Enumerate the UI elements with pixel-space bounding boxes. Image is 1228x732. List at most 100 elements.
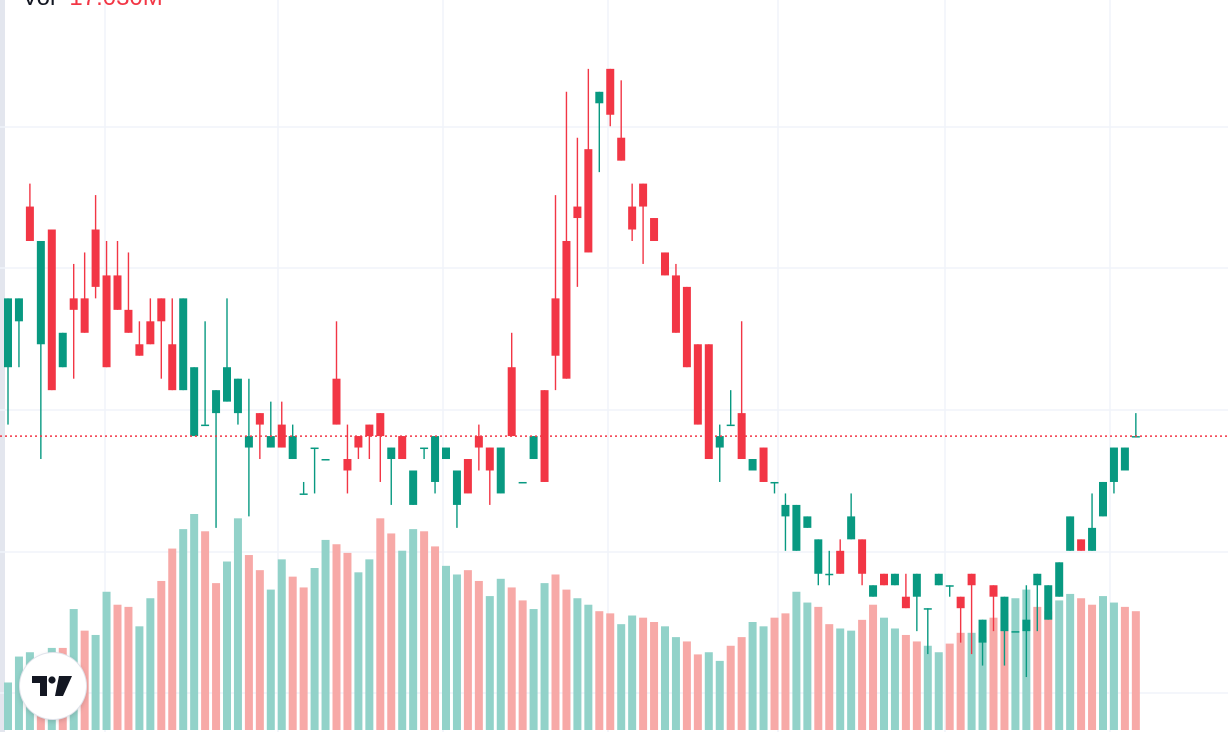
volume-bar	[803, 602, 812, 730]
volume-bar	[617, 624, 626, 730]
volume-bar	[135, 626, 144, 730]
candle-body	[146, 321, 155, 345]
volume-bar	[814, 606, 823, 730]
candle-body	[1099, 481, 1107, 517]
candle-body	[485, 447, 494, 471]
volume-bar	[190, 514, 199, 730]
volume-bar	[1033, 606, 1042, 730]
candle-body	[715, 436, 724, 448]
volume-bar	[704, 652, 713, 730]
candle-body	[321, 459, 330, 461]
volume-bar	[1099, 596, 1107, 730]
volume-bar	[310, 568, 319, 730]
candle-body	[890, 573, 899, 586]
volume-bar	[880, 617, 888, 730]
volume-bar	[124, 606, 133, 730]
candle-body	[310, 447, 319, 450]
candle-body	[1033, 573, 1042, 586]
tradingview-logo[interactable]	[20, 653, 86, 719]
volume-bar	[463, 570, 472, 730]
candle-body	[945, 585, 954, 587]
price-candles[interactable]	[4, 68, 1140, 678]
candle-body	[518, 481, 527, 484]
candle-body	[376, 413, 385, 437]
candle-body	[14, 298, 23, 322]
candle-body	[606, 68, 615, 115]
volume-bar	[901, 634, 910, 730]
candle-body	[858, 539, 867, 574]
volume-bar	[858, 619, 867, 730]
candle-body	[157, 298, 166, 322]
volume-bar	[836, 628, 845, 730]
candle-body	[584, 149, 593, 253]
volume-bar	[420, 531, 429, 730]
candle-body	[102, 275, 111, 368]
candle-body	[704, 344, 713, 460]
volume-bar	[233, 518, 242, 730]
volume-bar	[409, 529, 418, 730]
candle-body	[25, 206, 34, 241]
candle-body	[781, 504, 790, 517]
volume-bar	[956, 632, 965, 730]
volume-bar	[518, 600, 527, 730]
volume-bar	[781, 613, 790, 730]
volume-bar	[102, 591, 111, 730]
candle-body	[124, 309, 133, 333]
volume-bar	[847, 630, 856, 730]
candle-body	[255, 413, 264, 425]
volume-bar	[912, 641, 921, 730]
volume-bar	[223, 561, 231, 730]
volume-bar	[967, 632, 976, 730]
volume-bar	[890, 628, 899, 730]
candle-body	[869, 585, 878, 597]
volume-bar	[255, 570, 264, 730]
candle-body	[1000, 596, 1009, 632]
candle-body	[1011, 631, 1020, 633]
candle-body	[409, 470, 418, 505]
volume-bar	[1044, 611, 1053, 730]
candle-body	[431, 436, 440, 482]
volume-bar	[650, 622, 659, 730]
volume-bar	[671, 637, 680, 730]
volume-bar	[748, 622, 757, 730]
volume-bar	[387, 533, 396, 730]
candle-body	[398, 436, 407, 460]
volume-bar	[507, 587, 516, 730]
candle-body	[1109, 447, 1118, 482]
volume-bars	[4, 514, 1140, 730]
candle-body	[836, 550, 845, 574]
volume-bar	[1011, 598, 1020, 730]
candle-body	[956, 596, 965, 609]
volume-bar	[14, 656, 23, 730]
volume-bar	[978, 637, 987, 730]
volume-bar	[1000, 613, 1009, 730]
candle-body	[693, 344, 702, 425]
candle-body	[135, 344, 144, 356]
candle-body	[179, 298, 188, 391]
candle-body	[978, 619, 987, 643]
volume-bar	[157, 580, 166, 730]
volume-bar	[332, 544, 341, 730]
volume-bar	[179, 529, 188, 730]
candle-body	[343, 459, 352, 471]
candle-body	[201, 424, 210, 427]
volume-bar	[562, 589, 571, 730]
volume-bar	[1088, 604, 1097, 730]
volume-bar	[923, 645, 932, 730]
chart-left-border	[0, 0, 5, 732]
candle-body	[168, 344, 177, 391]
candle-body	[58, 332, 67, 368]
candle-body	[190, 367, 199, 437]
volume-bar	[737, 637, 746, 730]
candle-body	[792, 504, 801, 551]
candle-body	[80, 298, 89, 333]
volume-bar	[989, 617, 998, 730]
candle-body	[244, 436, 253, 448]
volume-bar	[442, 565, 450, 730]
candle-body	[496, 447, 505, 494]
volume-bar	[474, 580, 483, 730]
candle-body	[1088, 527, 1097, 551]
candle-body	[212, 390, 221, 414]
volume-bar	[288, 576, 297, 730]
